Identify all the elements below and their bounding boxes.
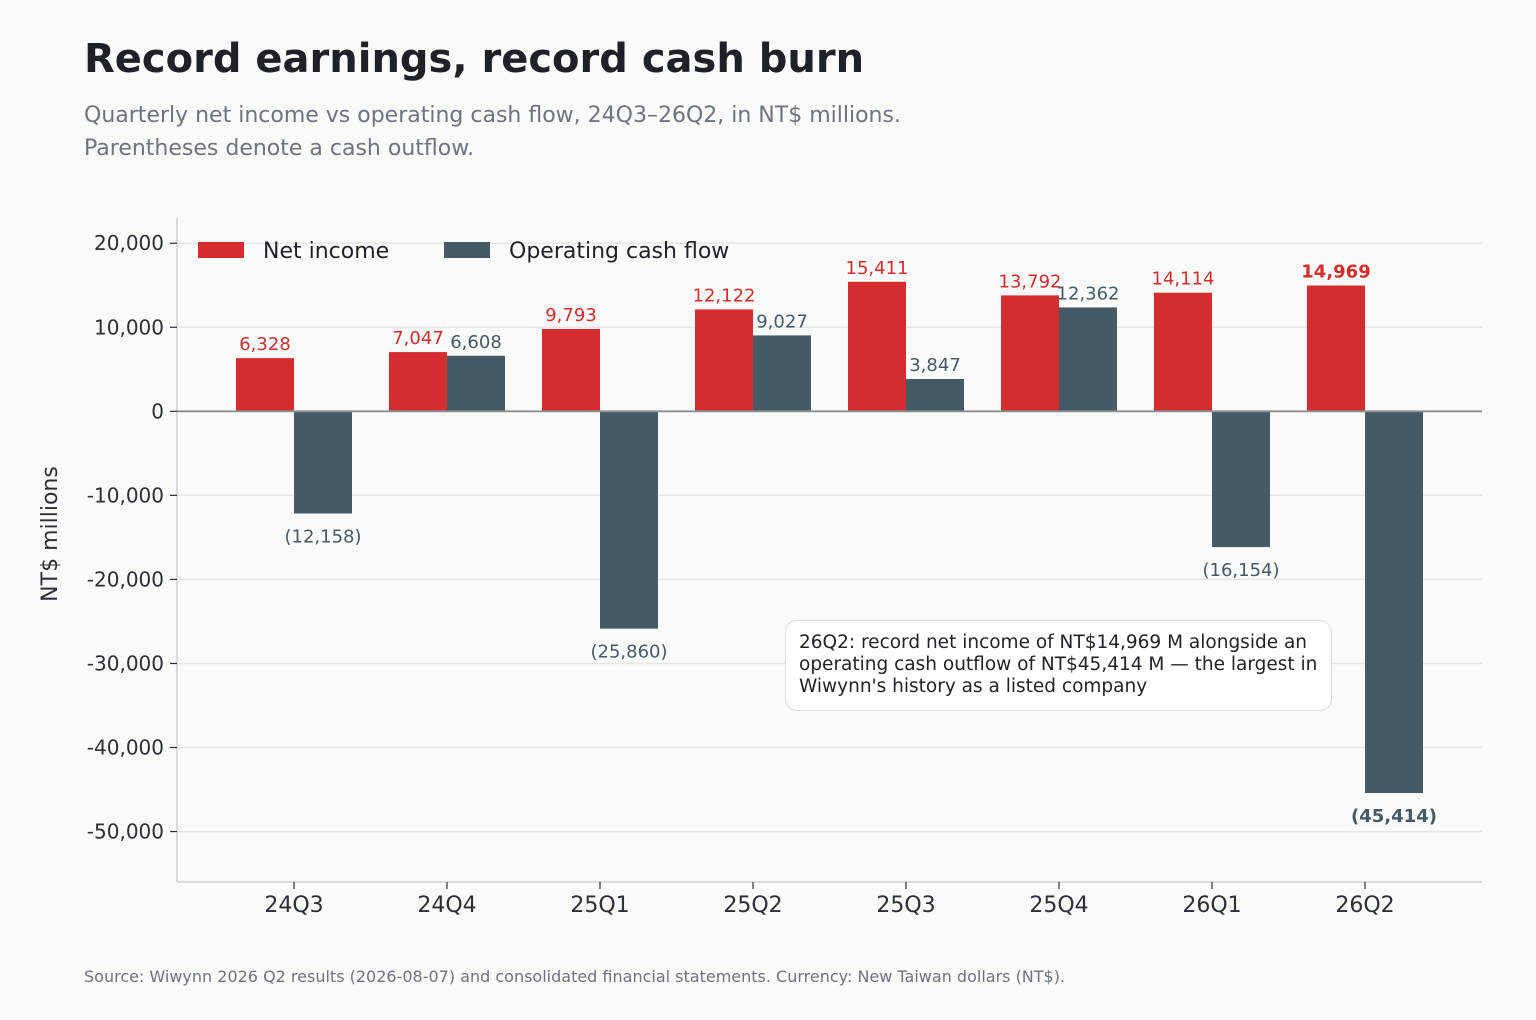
x-tick-label: 24Q3 — [264, 893, 323, 918]
data-label-net-income: 13,792 — [999, 271, 1062, 292]
bar-net-income — [1154, 292, 1212, 412]
bar-operating-cash-flow — [447, 355, 505, 412]
y-axis-label: NT$ millions — [38, 466, 63, 602]
data-label-operating-cash-flow: (12,158) — [284, 527, 361, 548]
data-label-operating-cash-flow: 6,608 — [450, 332, 502, 353]
annotation-box: 26Q2: record net income of NT$14,969 M a… — [785, 620, 1332, 711]
x-tick-label: 26Q1 — [1182, 893, 1241, 918]
legend-label-net-income: Net income — [263, 239, 389, 264]
data-label-net-income: 6,328 — [239, 334, 291, 355]
legend-swatch-net-income — [198, 242, 244, 258]
data-label-net-income: 14,114 — [1152, 269, 1215, 290]
chart-subtitle-line-2: Parentheses denote a cash outflow. — [84, 136, 475, 161]
data-label-net-income: 15,411 — [846, 258, 909, 279]
x-tick-label: 26Q2 — [1335, 893, 1394, 918]
bar-net-income — [542, 329, 600, 412]
data-label-operating-cash-flow: (45,414) — [1351, 806, 1437, 827]
data-label-net-income: 7,047 — [392, 328, 444, 349]
y-tick-label: 10,000 — [94, 315, 164, 339]
bar-net-income — [1001, 295, 1059, 412]
data-label-net-income: 14,969 — [1301, 262, 1370, 283]
x-tick-label: 24Q4 — [417, 893, 476, 918]
chart-subtitle-line-1: Quarterly net income vs operating cash f… — [84, 103, 901, 128]
bar-net-income — [389, 352, 447, 412]
legend-swatch-operating-cash-flow — [444, 242, 490, 258]
y-tick-label: -40,000 — [87, 736, 164, 760]
bar-operating-cash-flow — [294, 411, 352, 514]
data-label-net-income: 12,122 — [693, 285, 756, 306]
data-label-operating-cash-flow: (16,154) — [1202, 560, 1279, 581]
source-note: Source: Wiwynn 2026 Q2 results (2026-08-… — [84, 967, 1066, 986]
bar-operating-cash-flow — [1365, 411, 1423, 794]
data-label-net-income: 9,793 — [545, 305, 597, 326]
bar-operating-cash-flow — [753, 335, 811, 412]
y-tick-label: -30,000 — [87, 651, 164, 675]
bar-net-income — [1307, 285, 1365, 412]
bar-net-income — [695, 309, 753, 412]
y-tick-label: -10,000 — [87, 483, 164, 507]
bar-operating-cash-flow — [1059, 307, 1117, 412]
bar-net-income — [848, 281, 906, 412]
y-tick-label: -50,000 — [87, 820, 164, 844]
data-label-operating-cash-flow: 9,027 — [756, 311, 808, 332]
data-label-operating-cash-flow: 12,362 — [1057, 283, 1120, 304]
y-tick-label: 0 — [151, 399, 164, 423]
x-tick-label: 25Q2 — [723, 893, 782, 918]
x-tick-label: 25Q4 — [1029, 893, 1088, 918]
bar-operating-cash-flow — [1212, 411, 1270, 548]
bar-net-income — [236, 358, 294, 412]
bar-operating-cash-flow — [906, 378, 964, 412]
data-label-operating-cash-flow: 3,847 — [909, 355, 961, 376]
chart-title: Record earnings, record cash burn — [84, 36, 865, 82]
legend-label-operating-cash-flow: Operating cash flow — [509, 239, 729, 264]
bar-operating-cash-flow — [600, 411, 658, 629]
x-tick-label: 25Q1 — [570, 893, 629, 918]
x-tick-label: 25Q3 — [876, 893, 935, 918]
data-label-operating-cash-flow: (25,860) — [590, 642, 667, 663]
y-tick-label: -20,000 — [87, 567, 164, 591]
y-tick-label: 20,000 — [94, 231, 164, 255]
